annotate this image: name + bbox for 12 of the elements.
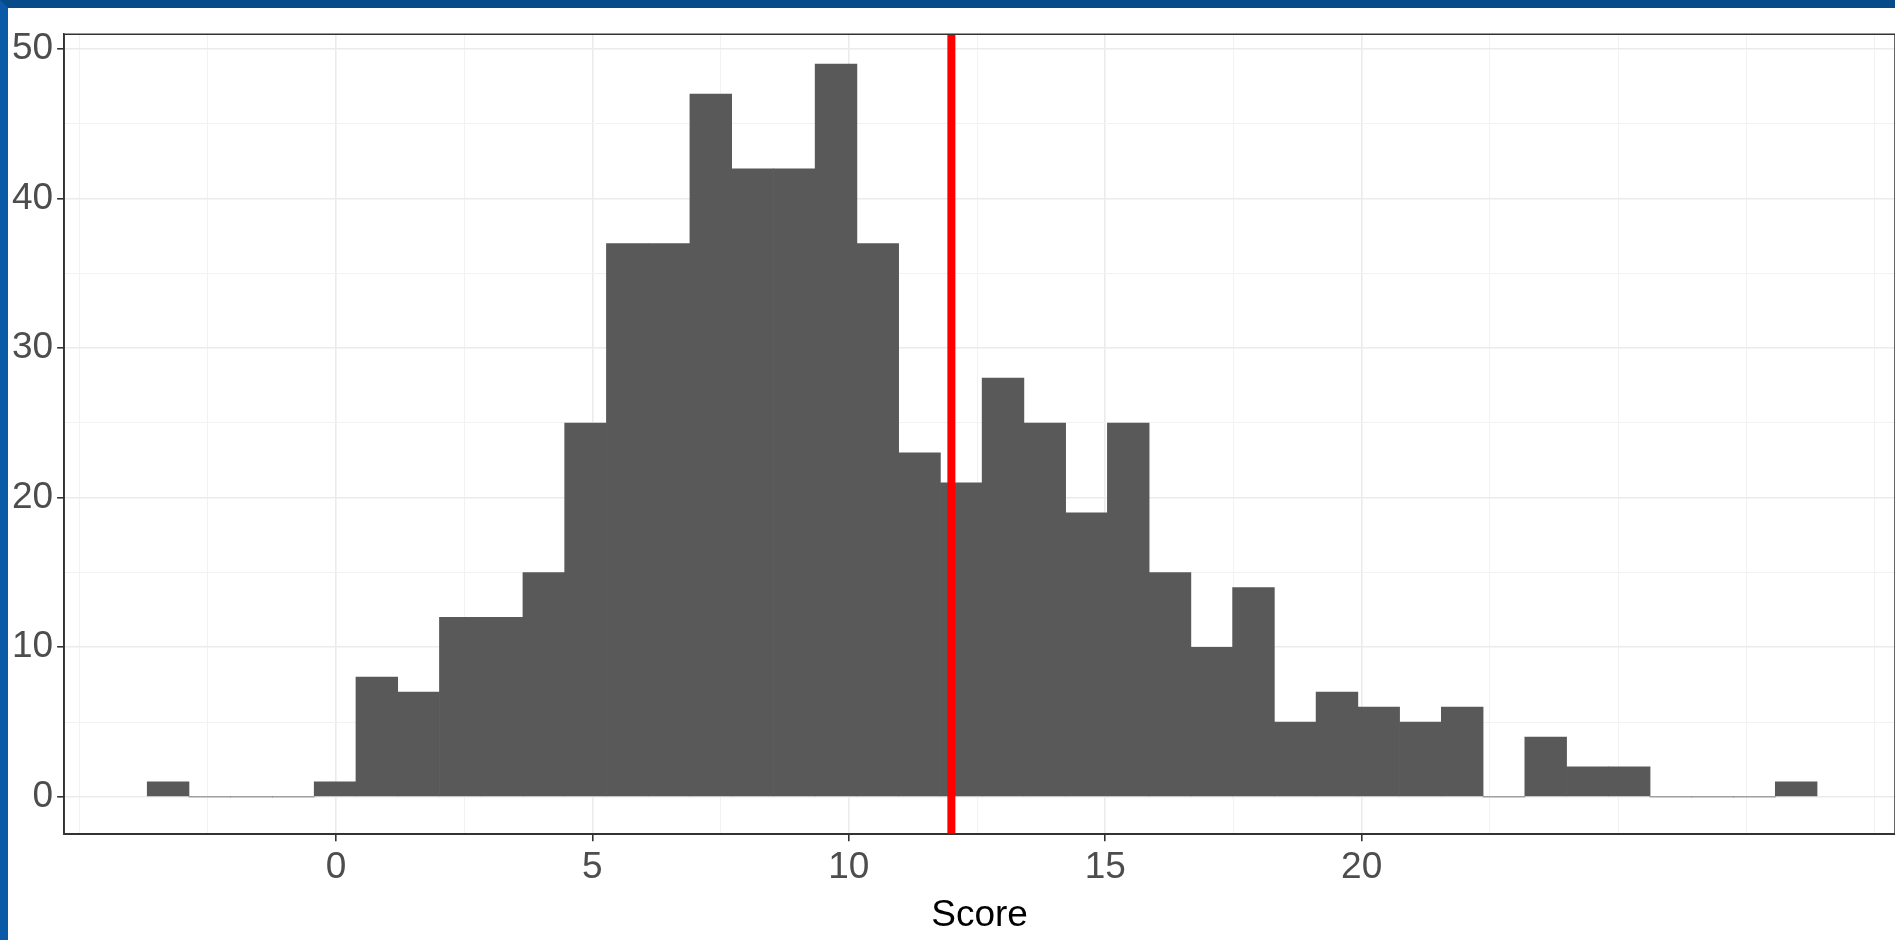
- y-tick-label: 30: [12, 325, 54, 367]
- y-tick-label: 50: [12, 26, 54, 68]
- x-axis-title: Score: [931, 893, 1028, 934]
- x-tick-label: 0: [325, 844, 347, 886]
- x-tick-label: 5: [582, 844, 603, 886]
- y-tick-label: 10: [12, 624, 54, 666]
- x-tick-label: 10: [828, 844, 870, 886]
- x-tick-label: 15: [1084, 844, 1126, 886]
- x-tick-label: 20: [1341, 844, 1383, 886]
- y-tick-label: 0: [32, 774, 54, 816]
- y-tick-label: 40: [12, 175, 54, 217]
- y-tick-label: 20: [12, 474, 54, 516]
